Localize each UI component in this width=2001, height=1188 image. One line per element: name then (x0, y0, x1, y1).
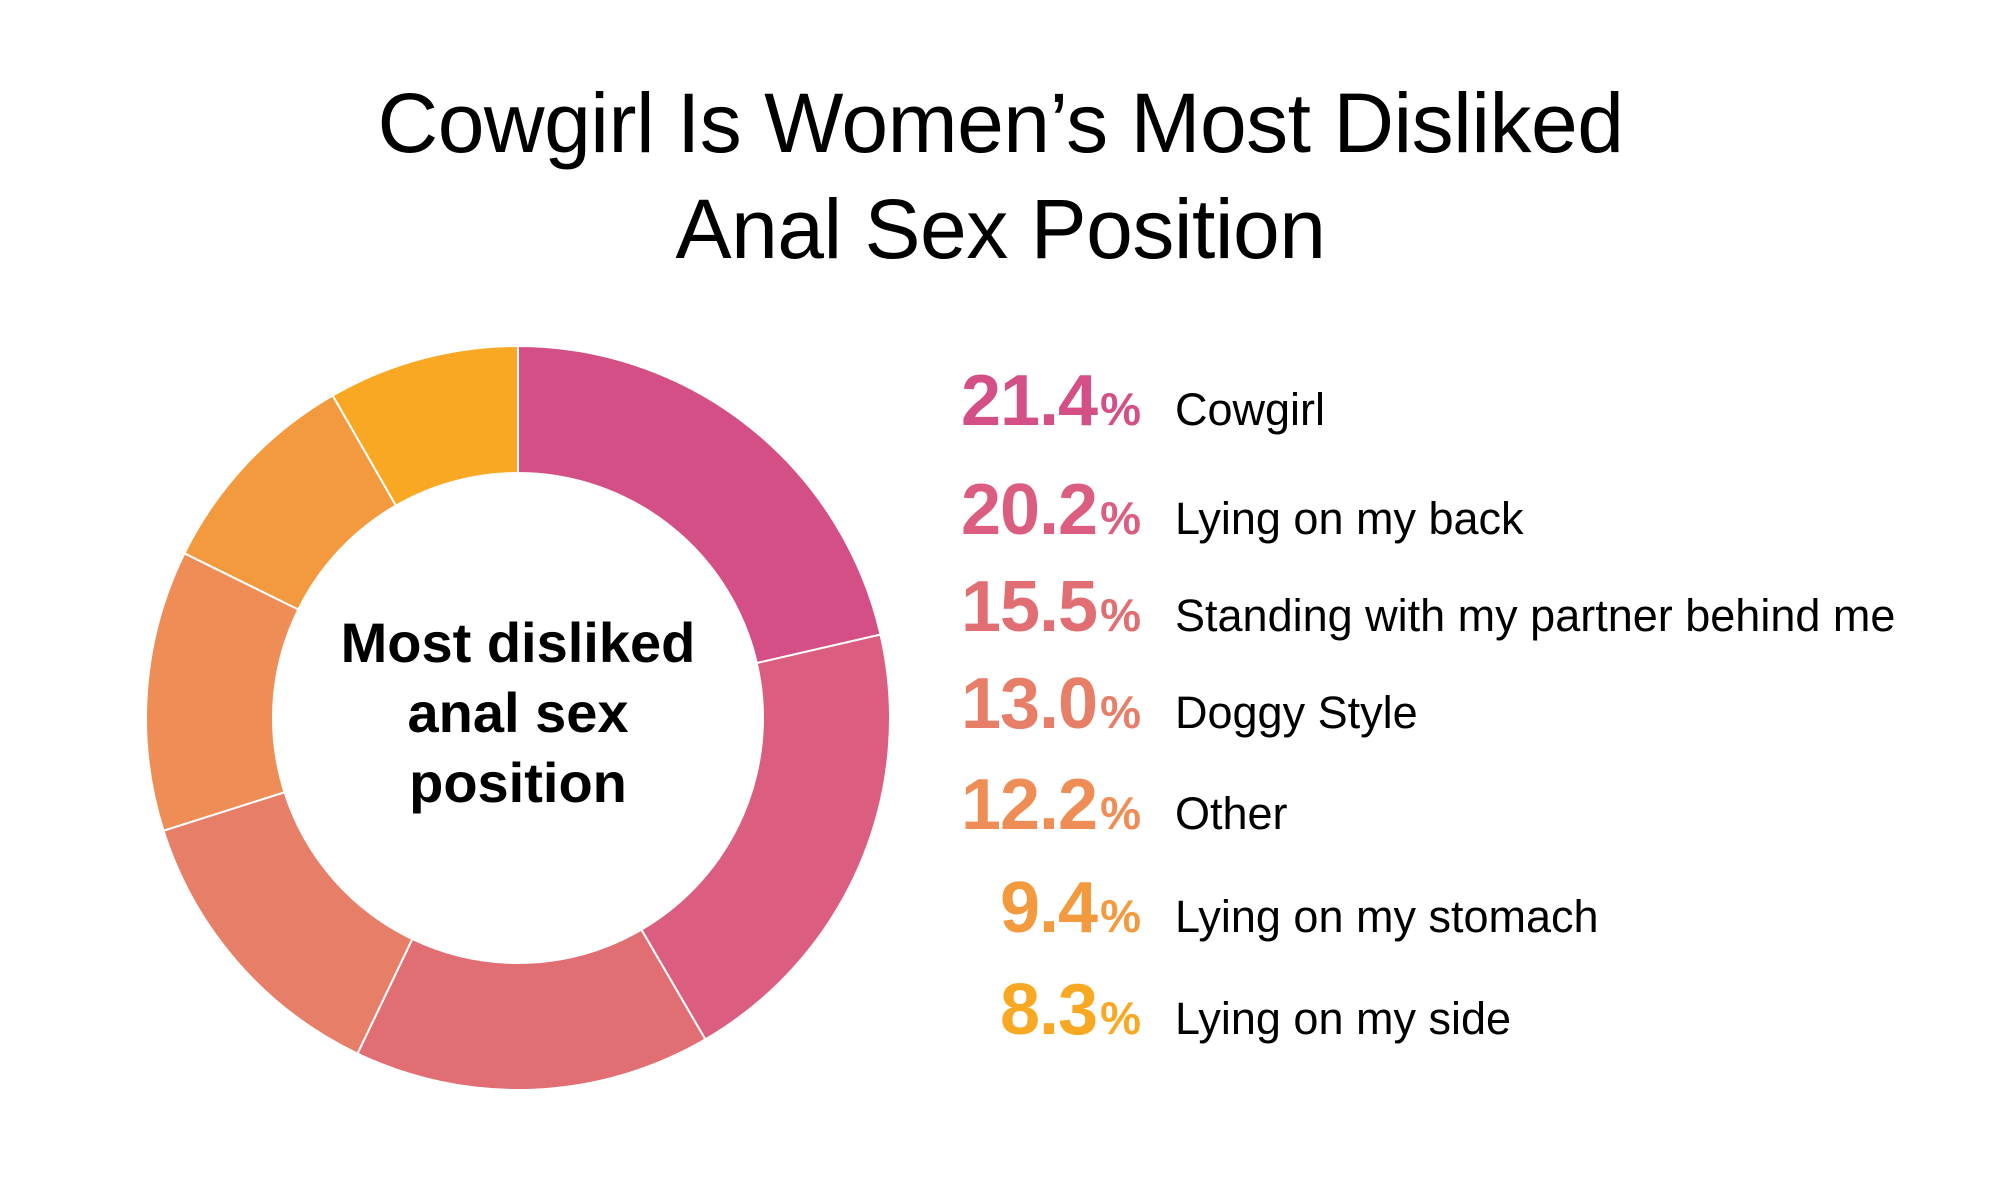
legend-label: Lying on my stomach (1175, 891, 1599, 942)
donut-segment-lying-on-my-side (331, 344, 519, 507)
legend-value: 21.4% (960, 361, 1141, 441)
legend: 21.4% Cowgirl 20.2% Lying on my back 15.… (900, 0, 2000, 1188)
chart-title: Cowgirl Is Women’s Most Disliked Anal Se… (0, 70, 2001, 282)
legend-item: 15.5% Standing with my partner behind me (900, 566, 1895, 656)
donut-segment-lying-on-my-back (640, 633, 891, 1041)
donut-segment-cowgirl (517, 344, 882, 665)
legend-item: 13.0% Doggy Style (900, 663, 1418, 753)
center-label-line-3: position (409, 751, 627, 814)
donut-center-label: Most disliked anal sex position (318, 608, 718, 818)
donut-chart (145, 344, 891, 1091)
legend-label: Lying on my side (1175, 993, 1512, 1044)
chart-title-line-1: Cowgirl Is Women’s Most Disliked (377, 76, 1624, 170)
legend-label: Lying on my back (1175, 493, 1524, 544)
legend-item: 9.4% Lying on my stomach (900, 867, 1599, 957)
chart-title-line-2: Anal Sex Position (675, 182, 1326, 276)
legend-value: 8.3% (1000, 970, 1141, 1050)
legend-value: 13.0% (960, 664, 1141, 744)
donut-segment-standing-with-my-partner-behind-me (356, 928, 707, 1091)
legend-label: Standing with my partner behind me (1175, 590, 1896, 641)
donut-segment-doggy-style (162, 790, 414, 1055)
legend-label: Other (1175, 788, 1288, 839)
center-label-line-2: anal sex (407, 681, 629, 744)
legend-item: 20.2% Lying on my back (900, 469, 1524, 559)
legend-label: Doggy Style (1175, 687, 1418, 738)
legend-value: 15.5% (960, 567, 1141, 647)
legend-item: 8.3% Lying on my side (900, 969, 1511, 1059)
legend-value: 9.4% (1000, 868, 1141, 948)
legend-item: 12.2% Other (900, 764, 1288, 854)
center-label-line-1: Most disliked (340, 611, 696, 674)
legend-value: 20.2% (960, 470, 1141, 550)
legend-label: Cowgirl (1175, 384, 1326, 435)
legend-value: 12.2% (960, 765, 1141, 845)
legend-item: 21.4% Cowgirl (900, 360, 1325, 450)
